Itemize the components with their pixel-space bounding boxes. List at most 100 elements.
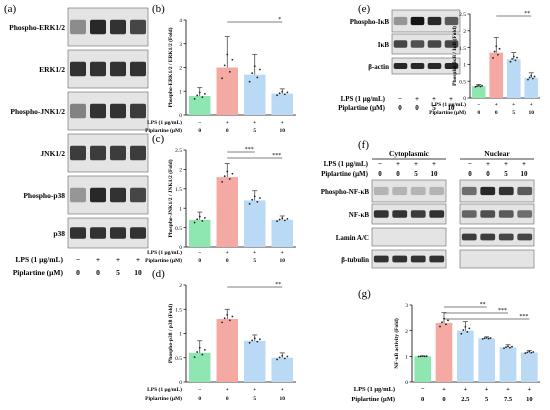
y-tick-label: 0: [179, 380, 182, 386]
panel-letter-d: (d): [152, 268, 165, 280]
y-tick-label: 1: [179, 89, 182, 95]
lps-sign: +: [442, 386, 446, 393]
blot-strip: [371, 227, 447, 247]
data-point: [511, 345, 513, 348]
data-point: [460, 332, 463, 335]
data-point: [468, 327, 471, 330]
blot-band: [427, 62, 442, 70]
bar: [524, 77, 539, 98]
blot-frame: [371, 249, 447, 269]
data-point: [524, 352, 527, 355]
blot-strip: [459, 249, 535, 269]
blot-strip: [391, 9, 461, 33]
blot-band: [110, 187, 126, 203]
significance-label: ***: [272, 153, 281, 159]
data-point: [498, 47, 501, 50]
data-point: [532, 351, 535, 353]
data-point: [253, 195, 256, 198]
data-point: [203, 93, 206, 95]
data-point: [526, 351, 529, 354]
data-point: [419, 355, 422, 358]
data-point: [258, 338, 261, 341]
data-point: [511, 57, 514, 60]
data-point: [258, 68, 261, 71]
bar: [457, 330, 474, 382]
data-point: [481, 84, 483, 87]
blot-band: [429, 255, 445, 263]
lps-sign: +: [449, 95, 453, 103]
lps-sign: +: [463, 386, 467, 393]
data-point: [248, 202, 251, 205]
data-point: [286, 355, 289, 358]
data-point: [286, 91, 289, 94]
data-point: [276, 220, 279, 223]
lps-sign: +: [485, 386, 489, 393]
panel-letter-e: (e): [358, 3, 371, 15]
treatment-label-lps: LPS (1 μg/mL): [324, 160, 369, 168]
lps-sign: +: [432, 160, 436, 168]
data-point: [479, 85, 482, 88]
blot-band: [498, 210, 514, 218]
y-axis-label: Phospho-ERK1/2 / ERK1/2 (Fold): [167, 27, 174, 107]
blot-row-label: IκB: [378, 41, 390, 49]
data-point: [441, 321, 443, 324]
bar: [521, 352, 538, 382]
blot-strip: [391, 57, 461, 75]
blot-band: [373, 186, 389, 196]
piplartine-dose: 2.5: [461, 396, 470, 403]
lps-sign: +: [136, 255, 140, 264]
data-point: [276, 94, 279, 97]
data-point: [226, 313, 229, 316]
significance-label: ***: [245, 147, 254, 153]
piplartine-dose: 5: [485, 396, 489, 403]
treatment-label-lps: LPS (1 μg/mL): [431, 101, 466, 108]
data-point: [253, 337, 256, 340]
blot-strip: [67, 7, 149, 47]
panel-letter-b: (b): [152, 3, 165, 15]
data-point: [421, 355, 424, 358]
blot-strip: [459, 227, 535, 247]
treatment-label-piplartine: Piplartine (μM): [145, 395, 182, 402]
lps-sign: −: [198, 387, 201, 393]
blot-frame: [459, 203, 535, 225]
lps-sign: +: [506, 386, 510, 393]
significance-label: ***: [519, 314, 528, 320]
blot-band: [429, 210, 445, 218]
blot-frame: [459, 249, 535, 269]
y-tick-label: 0: [463, 96, 466, 102]
data-point: [196, 94, 199, 97]
y-axis-label: NF-κB activity (Fold): [393, 318, 400, 369]
piplartine-dose: 0: [226, 396, 229, 402]
bar: [478, 338, 495, 382]
treatment-label-lps: LPS (1 μg/mL): [15, 255, 63, 264]
y-tick-label: 1.5: [459, 46, 466, 52]
data-point: [485, 336, 488, 339]
blot-row-label: β-tubulin: [341, 256, 369, 264]
blot-band: [498, 233, 514, 241]
blot-band: [444, 62, 459, 70]
blot-band: [393, 16, 408, 26]
lps-sign: +: [281, 250, 284, 256]
panel-letter-g: (g): [358, 288, 371, 300]
lps-sign: +: [414, 160, 418, 168]
blot-frame: [391, 57, 461, 75]
blot-row-label: Lamin A/C: [336, 234, 369, 242]
data-point: [466, 331, 469, 333]
blot-row-label: β-actin: [368, 63, 389, 71]
y-tick-label: 0: [179, 113, 182, 119]
significance-label: **: [275, 282, 281, 288]
data-point: [439, 325, 441, 328]
y-tick-label: 1.5: [175, 307, 182, 313]
treatment-label-piplartine: Piplartine (μM): [429, 109, 466, 116]
data-point: [281, 354, 284, 357]
data-point: [258, 197, 261, 199]
lps-sign: +: [512, 102, 515, 108]
y-tick-label: 0.5: [175, 356, 182, 362]
data-point: [226, 170, 229, 173]
blot-band: [393, 40, 408, 48]
data-point: [425, 355, 428, 358]
data-point: [528, 350, 531, 353]
blot-band: [480, 233, 496, 241]
blot-band: [410, 62, 425, 70]
lps-sign: −: [76, 255, 80, 264]
